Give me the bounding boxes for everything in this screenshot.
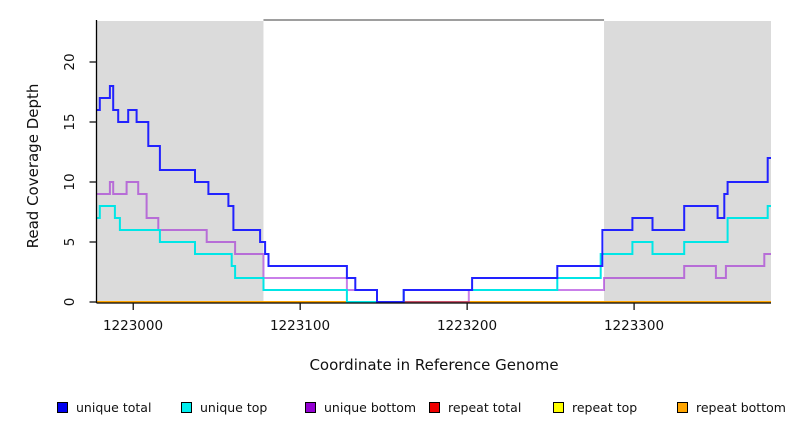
repeat-top-swatch-icon xyxy=(553,401,564,413)
legend-label: repeat bottom xyxy=(696,399,786,415)
legend-label: repeat total xyxy=(448,399,522,415)
y-tick-label-5: 5 xyxy=(62,237,78,247)
unique-top-swatch-icon xyxy=(181,401,192,413)
x-tick-label-1223000: 1223000 xyxy=(102,318,164,334)
series-line-unique-top xyxy=(96,205,771,303)
legend-item-unique-total: unique total xyxy=(57,399,152,415)
legend-label: unique top xyxy=(200,399,268,415)
y-tick-label-10: 10 xyxy=(62,173,78,191)
legend-item-repeat-top: repeat top xyxy=(553,399,638,415)
legend-label: unique bottom xyxy=(324,399,417,415)
legend-item-unique-bottom: unique bottom xyxy=(305,399,417,415)
x-tick-label-1223200: 1223200 xyxy=(436,318,498,334)
shaded-region-1 xyxy=(604,21,771,302)
repeat-total-swatch-icon xyxy=(429,401,440,413)
legend-label: repeat top xyxy=(572,399,638,415)
x-tick-label-1223100: 1223100 xyxy=(269,318,331,334)
unique-bottom-swatch-icon xyxy=(305,401,316,413)
series-line-unique-total xyxy=(96,85,771,303)
legend-label: unique total xyxy=(76,399,152,415)
legend-item-repeat-total: repeat total xyxy=(429,399,522,415)
series-line-unique-bottom xyxy=(96,181,771,303)
unique-total-swatch-icon xyxy=(57,401,68,413)
legend-item-repeat-bottom: repeat bottom xyxy=(677,399,786,415)
x-tick-label-1223300: 1223300 xyxy=(603,318,665,334)
x-axis-title: Coordinate in Reference Genome xyxy=(309,356,559,374)
y-tick-label-0: 0 xyxy=(62,297,78,307)
shaded-region-0 xyxy=(96,21,264,302)
legend-item-unique-top: unique top xyxy=(181,399,268,415)
repeat-bottom-swatch-icon xyxy=(677,401,688,413)
y-axis-title: Read Coverage Depth xyxy=(24,83,42,249)
y-tick-label-15: 15 xyxy=(62,113,78,131)
y-tick-label-20: 20 xyxy=(62,53,78,71)
